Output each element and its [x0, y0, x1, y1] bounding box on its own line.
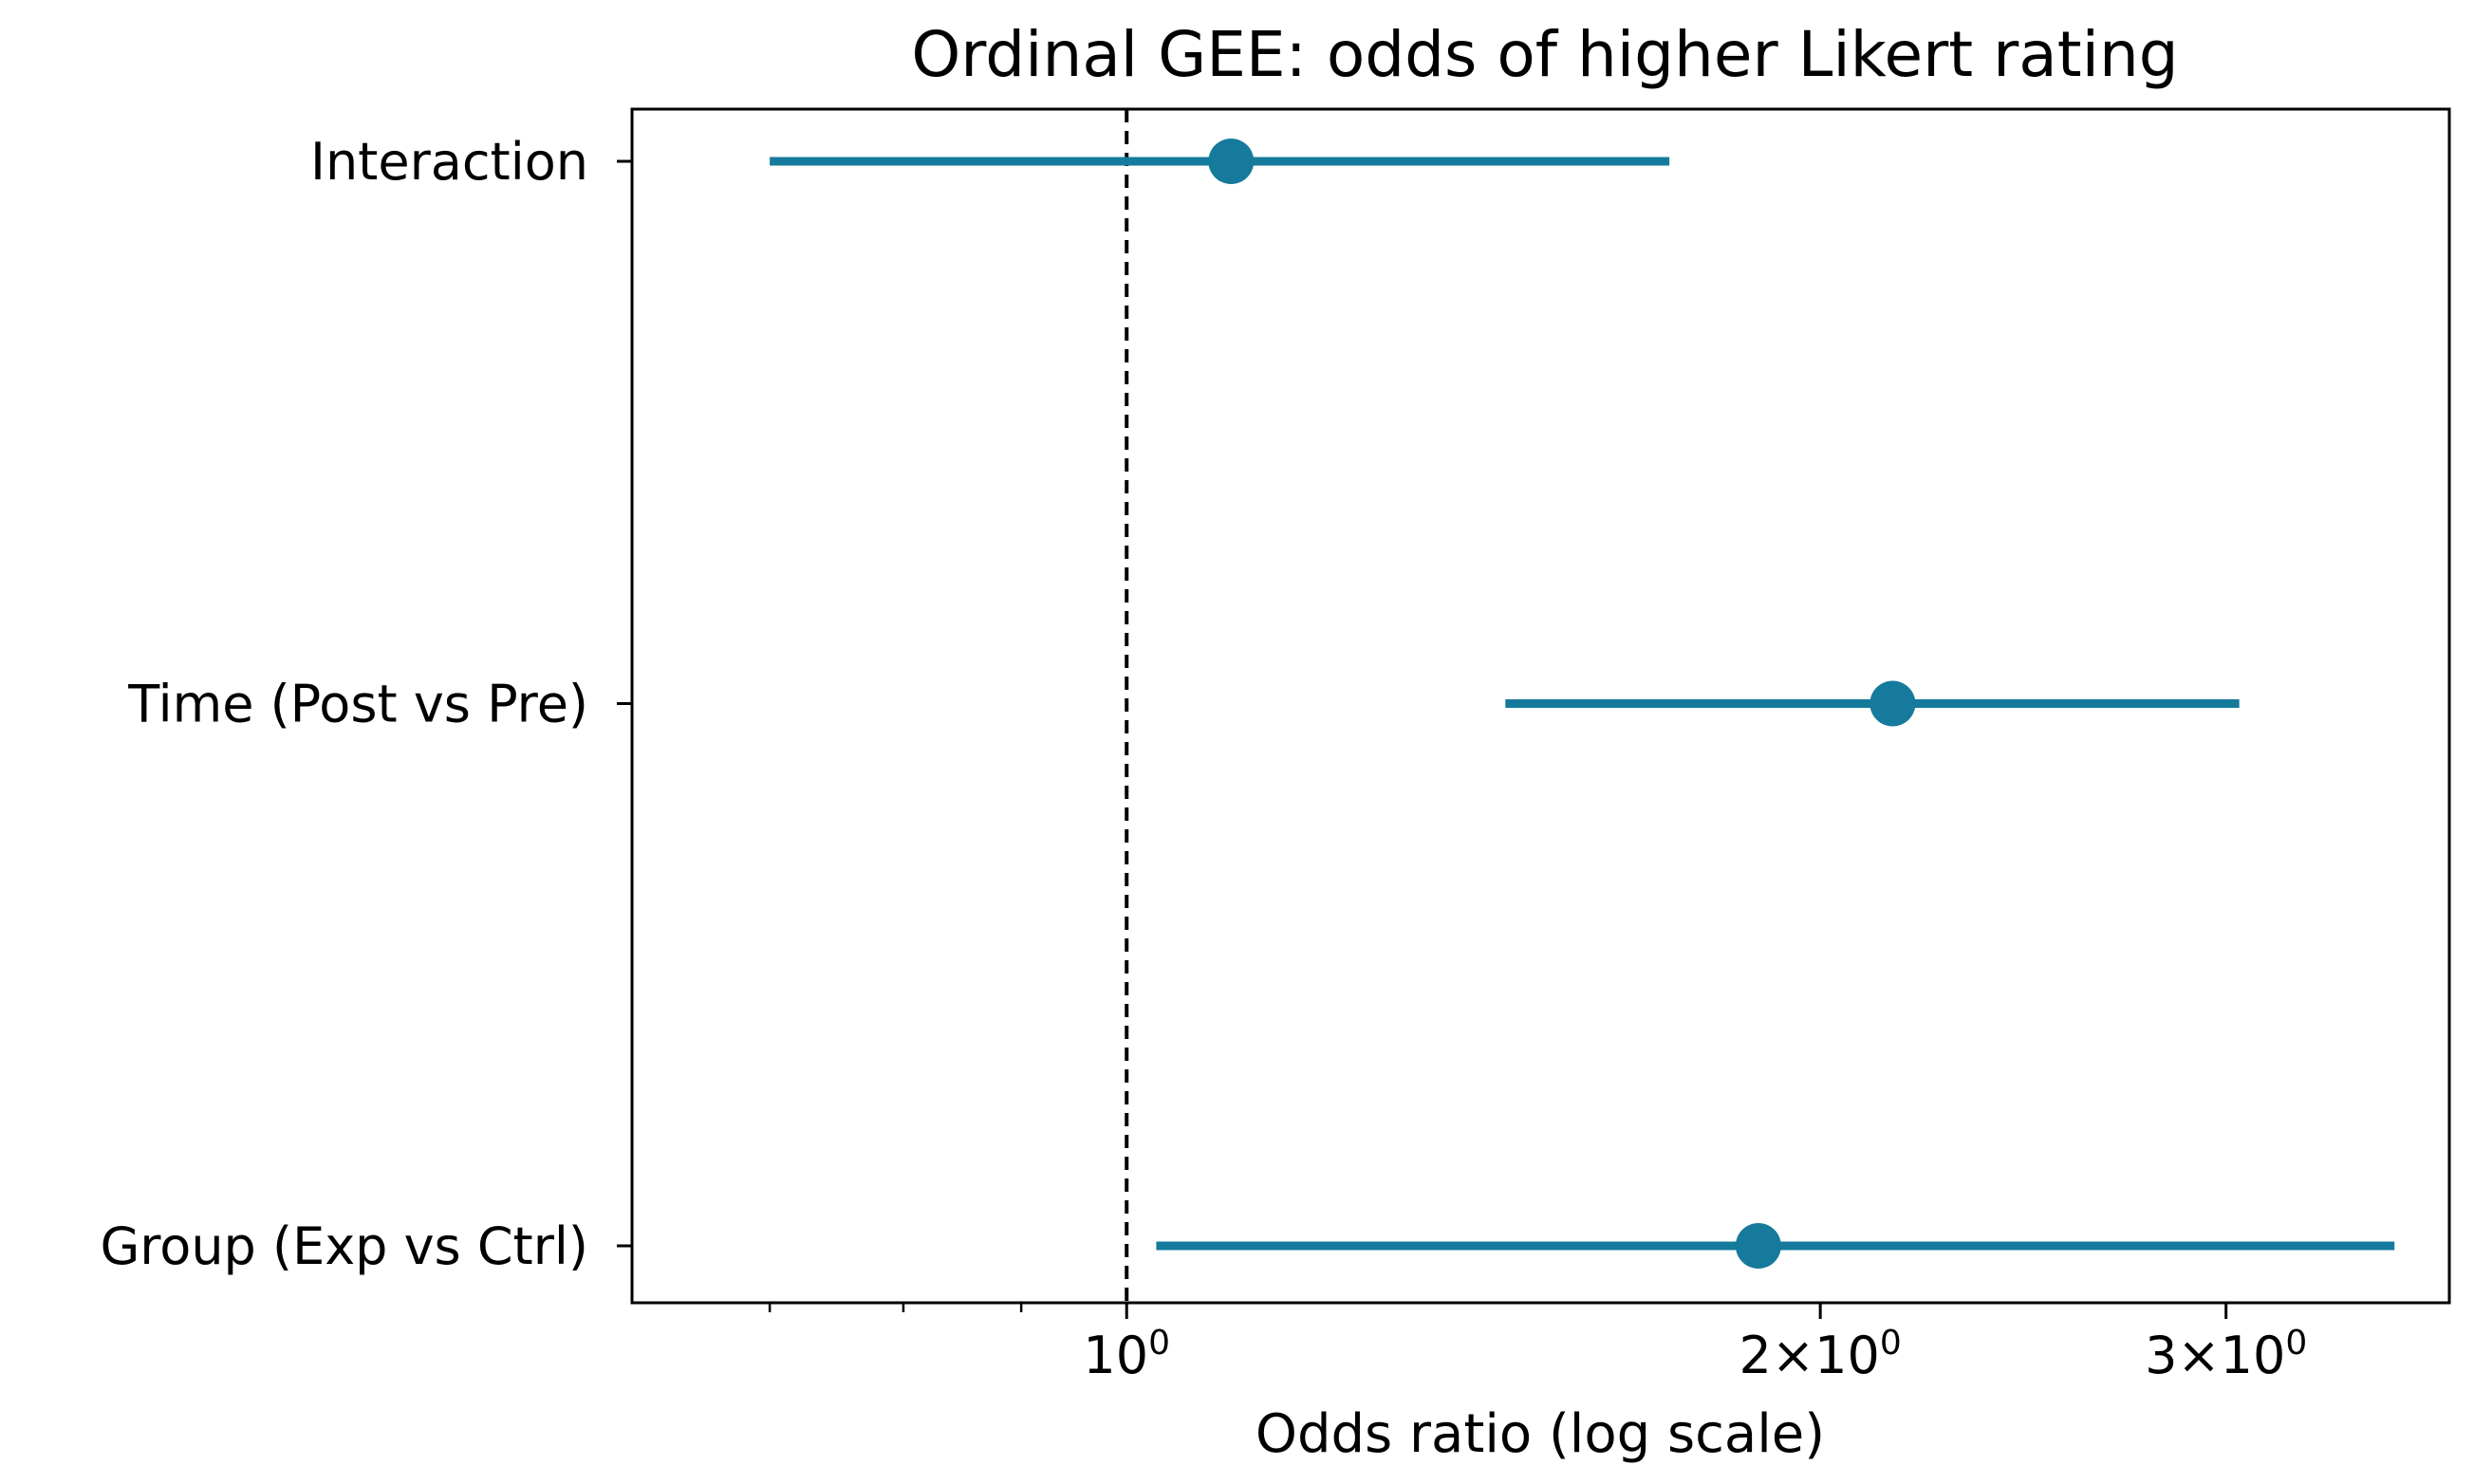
y-tick-label-0: Interaction	[310, 132, 588, 192]
x-tick-label-2: 3×100	[2145, 1324, 2307, 1386]
estimate-point-1	[1869, 680, 1916, 727]
y-tick-label-1: Time (Post vs Pre)	[127, 675, 588, 734]
y-tick-label-2: Group (Exp vs Ctrl)	[100, 1216, 588, 1276]
estimate-point-2	[1735, 1223, 1781, 1269]
x-axis-label: Odds ratio (log scale)	[1256, 1403, 1825, 1465]
estimate-point-0	[1208, 139, 1255, 184]
x-tick-label-1: 2×100	[1739, 1324, 1902, 1386]
chart-title: Ordinal GEE: odds of higher Likert ratin…	[911, 18, 2178, 91]
x-tick-label-0: 100	[1083, 1324, 1170, 1386]
plot-area	[630, 107, 2451, 1305]
